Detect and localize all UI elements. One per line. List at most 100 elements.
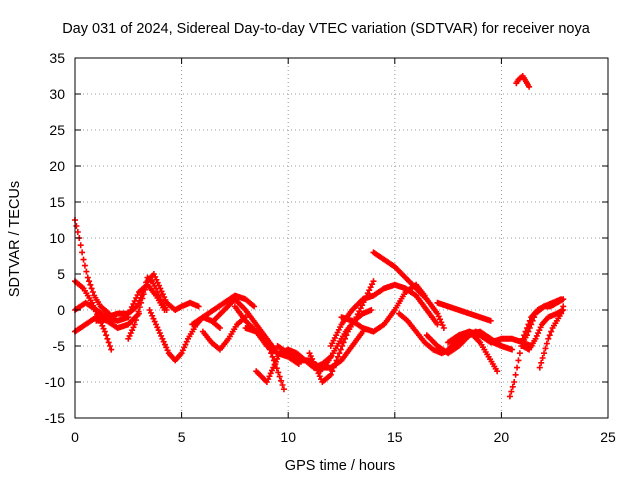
y-tick-label: -15 <box>45 410 65 426</box>
x-tick-label: 10 <box>280 429 296 445</box>
y-tick-label: 25 <box>49 122 65 138</box>
series-arc-19 <box>338 281 428 335</box>
data-point <box>336 350 343 357</box>
data-point <box>541 350 548 357</box>
series-arc-13 <box>242 325 287 393</box>
data-point <box>263 339 270 346</box>
data-point <box>86 278 93 285</box>
data-point <box>275 369 282 376</box>
series-arc-30 <box>513 73 533 90</box>
data-point <box>559 307 566 313</box>
data-point <box>340 339 347 346</box>
series-arc-04 <box>72 299 132 324</box>
data-point <box>81 262 88 269</box>
y-tick-label: 20 <box>49 158 65 174</box>
y-tick-label: -5 <box>53 338 66 354</box>
data-point <box>79 249 86 256</box>
data-point <box>529 317 536 324</box>
data-point <box>103 332 110 339</box>
data-point <box>545 335 552 342</box>
axis-ticks: 0 5 10 15 20 25 -15 -10 -5 0 5 10 15 20 25 30 35 <box>45 50 616 445</box>
data-point <box>134 312 141 319</box>
y-tick-label: 5 <box>57 266 65 282</box>
data-point <box>279 382 286 388</box>
data-point <box>558 310 565 317</box>
x-tick-label: 5 <box>178 429 186 445</box>
grid-lines <box>75 58 608 418</box>
data-point <box>266 346 273 353</box>
data-point <box>526 325 533 331</box>
data-point <box>546 332 553 339</box>
data-point <box>280 386 287 393</box>
data-point <box>161 307 168 313</box>
data-point <box>330 364 337 371</box>
series-arc-11 <box>210 296 281 357</box>
data-point <box>132 317 139 324</box>
data-point <box>332 361 339 367</box>
data-point <box>514 364 521 371</box>
data-point <box>560 303 567 310</box>
data-point <box>548 328 555 335</box>
data-point <box>80 256 87 263</box>
x-tick-label: 20 <box>494 429 510 445</box>
data-point <box>508 388 515 395</box>
y-tick-label: 15 <box>49 194 65 210</box>
data-point <box>523 332 530 339</box>
data-point <box>542 345 549 352</box>
series-arc-24 <box>445 328 501 375</box>
data-point <box>251 303 258 310</box>
x-tick-label: 0 <box>71 429 79 445</box>
data-point <box>276 373 283 380</box>
data-point <box>77 242 84 249</box>
data-point <box>74 229 81 235</box>
data-point <box>509 383 516 390</box>
data-point <box>136 304 143 311</box>
y-tick-label: 10 <box>49 230 65 246</box>
data-point <box>543 340 550 347</box>
data-point <box>87 281 94 288</box>
data-point <box>139 295 146 302</box>
data-point <box>105 339 112 346</box>
data-point <box>440 325 447 331</box>
series-arc-28 <box>536 303 567 371</box>
data-point <box>73 223 80 229</box>
data-point <box>89 289 96 295</box>
series-arc-08 <box>127 281 168 313</box>
data-point <box>329 368 336 375</box>
data-point <box>108 346 115 353</box>
x-axis-label: GPS time / hours <box>285 458 395 474</box>
data-point <box>515 357 522 364</box>
y-tick-label: 30 <box>49 86 65 102</box>
y-axis-label: SDTVAR / TECUs <box>7 181 23 297</box>
data-point <box>528 321 535 328</box>
data-point <box>337 346 344 353</box>
series-arc-25 <box>434 299 494 324</box>
data-point <box>278 377 285 384</box>
data-point <box>560 296 567 303</box>
x-tick-label: 15 <box>387 429 403 445</box>
data-point <box>327 371 334 378</box>
series-arc-18 <box>327 281 441 349</box>
data-point <box>536 364 543 371</box>
data-point <box>334 353 341 360</box>
series-arc-06 <box>125 271 202 342</box>
data-point <box>101 328 108 335</box>
data-point <box>434 321 441 328</box>
data-point <box>368 307 375 313</box>
data-point <box>135 308 142 315</box>
y-tick-label: -10 <box>45 374 65 390</box>
data-point <box>539 355 546 361</box>
data-point <box>370 278 377 285</box>
data-point <box>268 350 275 357</box>
data-point <box>106 343 113 349</box>
data-point <box>516 350 523 357</box>
data-point <box>138 299 145 306</box>
data-point <box>494 368 501 375</box>
data-point <box>104 335 111 342</box>
data-point <box>506 393 513 400</box>
y-tick-label: 0 <box>57 302 65 318</box>
data-point <box>511 379 518 385</box>
data-point <box>487 317 494 324</box>
chart-title: Day 031 of 2024, Sidereal Day-to-day VTE… <box>62 21 591 37</box>
